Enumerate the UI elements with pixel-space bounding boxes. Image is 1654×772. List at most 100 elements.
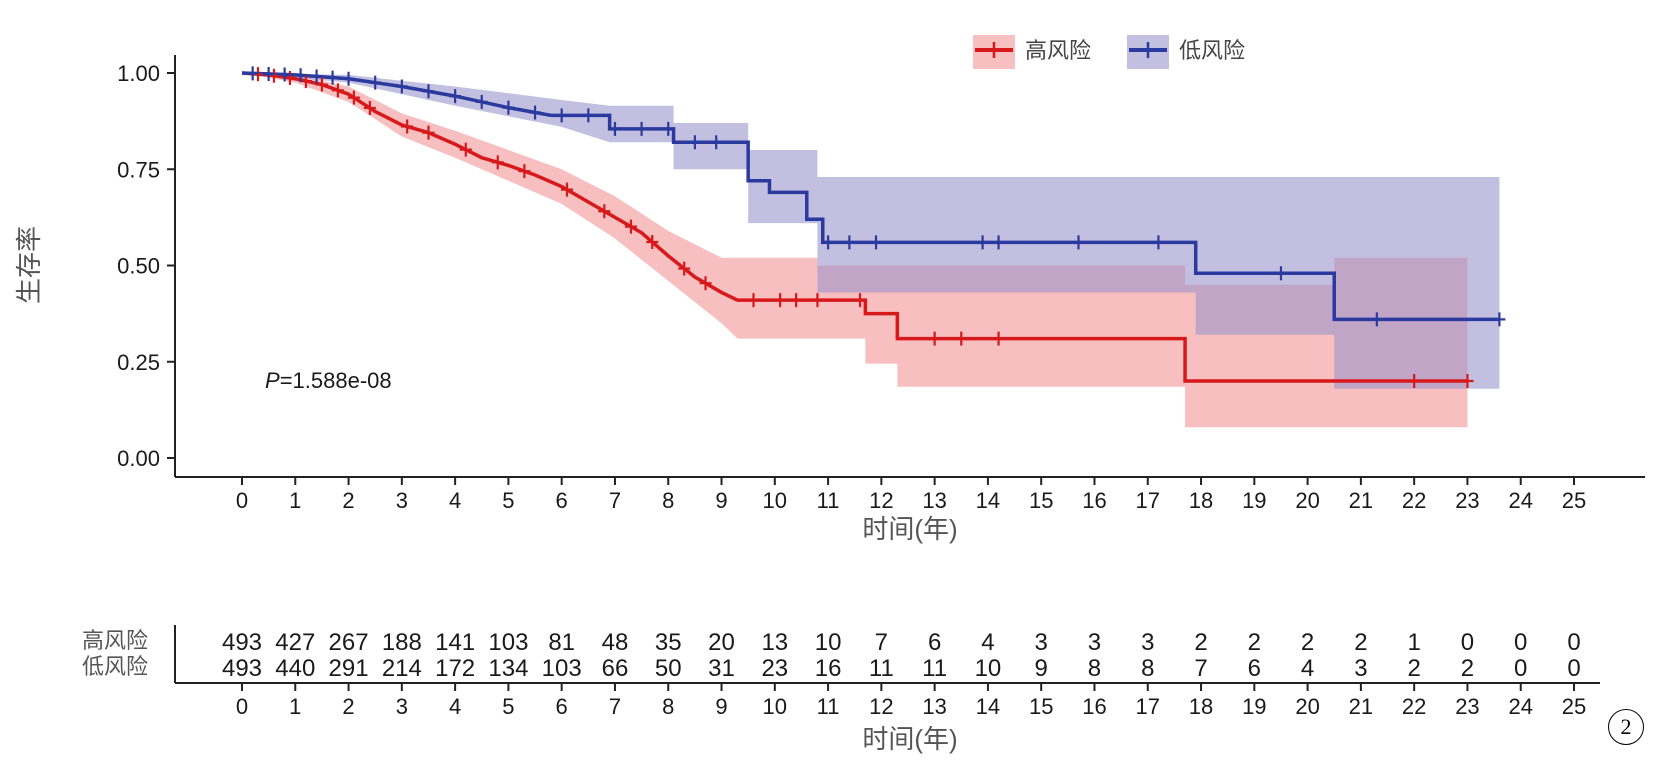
x-tick-label-8: 8 bbox=[662, 488, 674, 513]
risk-number-0-19: 2 bbox=[1248, 629, 1261, 656]
x-tick-label-13: 13 bbox=[922, 488, 946, 513]
risk-x-tick-label-24: 24 bbox=[1508, 694, 1532, 719]
risk-number-0-5: 103 bbox=[488, 629, 528, 656]
risk-number-1-9: 31 bbox=[708, 655, 735, 682]
x-tick-label-18: 18 bbox=[1189, 488, 1213, 513]
risk-number-1-19: 6 bbox=[1248, 655, 1261, 682]
risk-x-tick-label-23: 23 bbox=[1455, 694, 1479, 719]
censor-mark-0-1 bbox=[267, 68, 280, 83]
risk-number-0-14: 4 bbox=[981, 629, 994, 656]
risk-x-tick-label-3: 3 bbox=[396, 694, 408, 719]
x-tick-label-24: 24 bbox=[1508, 488, 1532, 513]
censor-mark-0-5 bbox=[331, 83, 344, 98]
risk-number-1-2: 291 bbox=[329, 655, 369, 682]
x-tick-label-16: 16 bbox=[1082, 488, 1106, 513]
x-tick-label-20: 20 bbox=[1295, 488, 1319, 513]
risk-number-1-5: 134 bbox=[488, 655, 528, 682]
risk-number-0-24: 0 bbox=[1514, 629, 1527, 656]
censor-mark-1-15 bbox=[582, 108, 595, 123]
censor-mark-1-19 bbox=[688, 135, 701, 150]
y-tick-label-0: 0.00 bbox=[117, 446, 160, 471]
censor-mark-0-23 bbox=[854, 293, 867, 308]
legend-label-low-risk: 低风险 bbox=[1179, 38, 1245, 63]
risk-number-1-24: 0 bbox=[1514, 655, 1527, 682]
censor-mark-1-8 bbox=[395, 79, 408, 94]
censor-mark-1-5 bbox=[326, 70, 339, 85]
censor-mark-0-15 bbox=[624, 219, 637, 234]
risk-number-1-4: 172 bbox=[435, 655, 475, 682]
risk-x-tick-label-25: 25 bbox=[1562, 694, 1586, 719]
y-tick-label-2: 0.50 bbox=[117, 254, 160, 279]
risk-number-1-21: 3 bbox=[1354, 655, 1367, 682]
x-tick-label-17: 17 bbox=[1136, 488, 1160, 513]
censor-mark-1-12 bbox=[502, 100, 515, 115]
censor-mark-0-13 bbox=[561, 182, 574, 197]
censor-mark-1-20 bbox=[710, 135, 723, 150]
ci-band-1 bbox=[242, 73, 1500, 389]
censor-mark-0-9 bbox=[422, 125, 435, 140]
risk-number-0-18: 2 bbox=[1194, 629, 1207, 656]
x-tick-label-5: 5 bbox=[502, 488, 514, 513]
censor-mark-1-3 bbox=[294, 68, 307, 83]
censor-mark-0-10 bbox=[459, 142, 472, 157]
censor-mark-1-14 bbox=[555, 108, 568, 123]
risk-x-tick-label-10: 10 bbox=[763, 694, 787, 719]
censor-mark-1-17 bbox=[635, 121, 648, 136]
censor-mark-1-26 bbox=[1072, 235, 1085, 250]
risk-x-tick-label-6: 6 bbox=[556, 694, 568, 719]
legend-key-low-risk-cross bbox=[1140, 42, 1156, 58]
risk-numbers: 493 427 267 188 141 103 81 48 35 20 13 10 7 6 4 3 3 3 2 2 2 2… bbox=[222, 629, 1581, 682]
censor-mark-0-12 bbox=[518, 164, 531, 179]
risk-number-0-4: 141 bbox=[435, 629, 475, 656]
risk-number-0-11: 10 bbox=[815, 629, 842, 656]
main-plot: 0.000.250.500.751.00 0 1 2 3 4 5 6 7 8 9 10 11 12 13 1… bbox=[14, 55, 1645, 544]
risk-number-0-20: 2 bbox=[1301, 629, 1314, 656]
censor-mark-1-27 bbox=[1152, 235, 1165, 250]
censor-mark-1-6 bbox=[342, 71, 355, 86]
censor-mark-1-22 bbox=[843, 235, 856, 250]
risk-x-tick-label-16: 16 bbox=[1082, 694, 1106, 719]
censor-mark-0-6 bbox=[347, 90, 360, 105]
risk-table-x-axis-title: 时间(年) bbox=[862, 724, 957, 754]
risk-x-tick-label-13: 13 bbox=[922, 694, 946, 719]
censor-mark-0-2 bbox=[283, 71, 296, 86]
x-tick-label-19: 19 bbox=[1242, 488, 1266, 513]
risk-number-0-0: 493 bbox=[222, 629, 262, 656]
x-tick-label-4: 4 bbox=[449, 488, 461, 513]
x-tick-label-7: 7 bbox=[609, 488, 621, 513]
risk-row-label-low: 低风险 bbox=[82, 654, 148, 679]
risk-number-0-9: 20 bbox=[708, 629, 735, 656]
risk-number-1-11: 16 bbox=[815, 655, 842, 682]
x-tick-label-22: 22 bbox=[1402, 488, 1426, 513]
x-tick-label-21: 21 bbox=[1349, 488, 1373, 513]
risk-x-tick-label-21: 21 bbox=[1349, 694, 1373, 719]
risk-x-tick-label-9: 9 bbox=[715, 694, 727, 719]
figure-number: 2 bbox=[1608, 709, 1644, 745]
y-tick-label-3: 0.75 bbox=[117, 157, 160, 182]
risk-x-tick-label-18: 18 bbox=[1189, 694, 1213, 719]
censor-mark-1-30 bbox=[1493, 312, 1506, 327]
risk-x-tick-label-15: 15 bbox=[1029, 694, 1053, 719]
censor-mark-0-17 bbox=[678, 261, 691, 276]
censor-marks bbox=[246, 66, 1506, 388]
censor-mark-1-25 bbox=[992, 235, 1005, 250]
legend: 高风险 低风险 bbox=[973, 35, 1245, 69]
x-tick-label-6: 6 bbox=[556, 488, 568, 513]
censor-mark-0-21 bbox=[790, 293, 803, 308]
censor-mark-0-18 bbox=[699, 276, 712, 291]
legend-key-high-risk-cross bbox=[986, 42, 1002, 58]
risk-number-0-8: 35 bbox=[655, 629, 682, 656]
x-tick-label-12: 12 bbox=[869, 488, 893, 513]
risk-number-0-22: 1 bbox=[1407, 629, 1420, 656]
censor-mark-1-23 bbox=[870, 235, 883, 250]
censor-mark-1-24 bbox=[976, 235, 989, 250]
y-ticks: 0.00 0.25 0.50 0.75 1.00 bbox=[117, 61, 175, 471]
censor-mark-0-16 bbox=[646, 235, 659, 250]
risk-number-0-23: 0 bbox=[1461, 629, 1474, 656]
censor-mark-0-19 bbox=[747, 293, 760, 308]
risk-number-1-20: 4 bbox=[1301, 655, 1314, 682]
censor-mark-0-26 bbox=[992, 331, 1005, 346]
legend-label-high-risk: 高风险 bbox=[1025, 38, 1091, 63]
x-tick-label-15: 15 bbox=[1029, 488, 1053, 513]
risk-x-tick-label-14: 14 bbox=[976, 694, 1000, 719]
